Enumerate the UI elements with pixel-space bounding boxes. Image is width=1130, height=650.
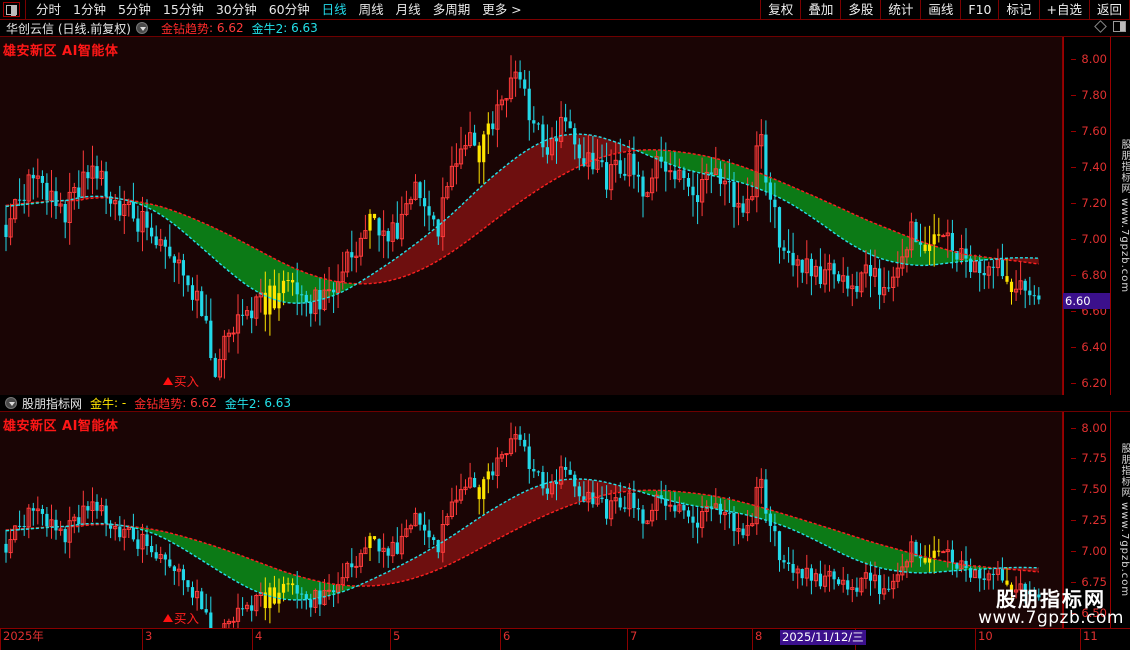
indicator-value-jinzuan: 6.62: [216, 21, 244, 35]
date-axis[interactable]: 2025年 3 4 5 6 7 8 9 10 11 2025/11/12/三: [0, 628, 1130, 650]
y-tick: 7.00: [1071, 544, 1107, 558]
indicator-chart-header: 股朋指标网 金牛: - 金钻趋势: 6.62 金牛2: 6.63: [0, 395, 1130, 412]
tab-1min[interactable]: 1分钟: [73, 1, 106, 17]
indicator-label-jinzuan-2: 金钻趋势: [134, 396, 183, 411]
indicator-value-jinniu2: 6.63: [291, 21, 318, 35]
y-tick: 7.60: [1071, 124, 1107, 138]
main-chart-header-icons: [1094, 20, 1126, 33]
x-tick: 10: [975, 629, 993, 650]
indicator-label-jinniu2: 金牛2: [251, 21, 284, 36]
chart-panel-main: 华创云信 (日线.前复权) 金钻趋势: 6.62 金牛2: 6.63 雄安新区 …: [0, 20, 1130, 395]
indicator-value-jinniu2-2: 6.63: [264, 396, 292, 410]
indicator-label-jinniu2-2: 金牛2: [224, 396, 257, 411]
y-tick: 6.50: [1071, 606, 1107, 620]
tab-more[interactable]: 更多 >: [482, 1, 522, 17]
banner-text-indicator: 雄安新区 AI智能体: [3, 419, 119, 434]
button-duogu[interactable]: 多股: [840, 0, 880, 20]
x-tick: 7: [627, 629, 637, 650]
x-tick: 6: [500, 629, 510, 650]
tab-monthly[interactable]: 月线: [395, 1, 421, 17]
button-f10[interactable]: F10: [960, 0, 998, 20]
tab-daily[interactable]: 日线: [321, 1, 347, 17]
banner-text-main: 雄安新区 AI智能体: [3, 44, 119, 59]
indicator-price-plot[interactable]: 雄安新区 AI智能体 买入: [0, 412, 1063, 628]
indicator-value-jinzuan-2: 6.62: [190, 396, 217, 410]
site-watermark: 股朋指标网 www.7gpzb.com: [978, 589, 1124, 628]
tab-15min[interactable]: 15分钟: [162, 1, 204, 17]
indicator-value-jinniu: -: [121, 396, 127, 410]
y-tick: 7.25: [1071, 513, 1107, 527]
y-tick: 8.00: [1071, 52, 1107, 66]
side-watermark-main: 股朋指标网 www.7gpzb.com: [1110, 37, 1130, 395]
page-title: 华创云信 (日线.前复权): [6, 21, 131, 36]
buy-signal-label-main: 买入: [174, 374, 200, 389]
y-tick: 6.20: [1071, 376, 1107, 390]
tab-5min[interactable]: 5分钟: [117, 1, 151, 17]
y-tick: 6.40: [1071, 340, 1107, 354]
y-tick: 6.80: [1071, 268, 1107, 282]
tab-30min[interactable]: 30分钟: [215, 1, 257, 17]
tab-multi-period[interactable]: 多周期: [432, 1, 471, 17]
x-tick: 11: [1080, 629, 1098, 650]
buy-signal-indicator: 买入: [163, 608, 199, 627]
chart-panel-indicator: 股朋指标网 金牛: - 金钻趋势: 6.62 金牛2: 6.63 雄安新区 AI…: [0, 395, 1130, 628]
diamond-icon[interactable]: [1094, 20, 1107, 33]
y-tick: 7.00: [1071, 232, 1107, 246]
tab-fenshi[interactable]: 分时: [36, 1, 62, 17]
button-diejia[interactable]: 叠加: [800, 0, 840, 20]
toolbar-right-buttons: 复权 叠加 多股 统计 画线 F10 标记 +自选 返回: [760, 0, 1130, 20]
watermark-title: 股朋指标网: [996, 587, 1107, 612]
candlestick-chart-main: [4, 55, 1041, 381]
triangle-up-icon: [163, 613, 173, 622]
chevron-down-circle-icon[interactable]: [136, 22, 148, 34]
x-tick: 4: [252, 629, 262, 650]
buy-signal-label-indicator: 买入: [174, 611, 200, 626]
main-chart-header: 华创云信 (日线.前复权) 金钻趋势: 6.62 金牛2: 6.63: [0, 20, 1130, 37]
main-price-plot[interactable]: 雄安新区 AI智能体 买入: [0, 37, 1063, 395]
top-toolbar: 分时 1分钟 5分钟 15分钟 30分钟 60分钟 日线 周线 月线 多周期 更…: [0, 0, 1130, 20]
price-axis-indicator[interactable]: 8.00 7.75 7.50 7.25 7.00 6.75 6.50: [1063, 412, 1110, 628]
candlestick-chart-indicator: [4, 422, 1041, 628]
button-biaoji[interactable]: 标记: [998, 0, 1038, 20]
split-panel-icon[interactable]: [1113, 21, 1126, 32]
y-tick: 7.75: [1071, 451, 1107, 465]
buy-signal-main: 买入: [163, 371, 199, 390]
toolbar-divider: [25, 0, 26, 20]
watermark-url: www.7gpzb.com: [978, 608, 1124, 629]
indicator-panel-title: 股朋指标网: [22, 396, 83, 411]
panel-toggle-icon[interactable]: [3, 2, 20, 17]
y-tick: 8.00: [1071, 421, 1107, 435]
indicator-label-jinniu: 金牛: [90, 396, 115, 411]
x-tick: 2025年: [0, 629, 44, 650]
x-tick: 8: [752, 629, 762, 650]
x-tick: 5: [390, 629, 400, 650]
button-tongji[interactable]: 统计: [880, 0, 920, 20]
button-return[interactable]: 返回: [1088, 0, 1130, 20]
tab-weekly[interactable]: 周线: [358, 1, 384, 17]
indicator-label-jinzuan: 金钻趋势: [161, 21, 210, 36]
button-huaxian[interactable]: 画线: [920, 0, 960, 20]
selected-date-badge: 2025/11/12/三: [780, 630, 866, 645]
triangle-up-icon: [163, 376, 173, 385]
tab-60min[interactable]: 60分钟: [268, 1, 310, 17]
y-tick: 6.75: [1071, 575, 1107, 589]
y-tick: 7.50: [1071, 482, 1107, 496]
y-tick: 7.80: [1071, 88, 1107, 102]
x-tick: 3: [142, 629, 152, 650]
side-watermark-indicator: 股朋指标网 www.7gpzb.com: [1110, 412, 1130, 628]
price-axis-main[interactable]: 8.00 7.80 7.60 7.40 7.20 7.00 6.80 6.60 …: [1063, 37, 1110, 395]
period-tabs: 分时 1分钟 5分钟 15分钟 30分钟 60分钟 日线 周线 月线 多周期 更…: [30, 1, 528, 19]
y-tick: 7.40: [1071, 160, 1107, 174]
last-price-badge: 6.60: [1063, 293, 1110, 309]
button-fuquan[interactable]: 复权: [760, 0, 800, 20]
chevron-down-circle-icon[interactable]: [5, 397, 17, 409]
button-add-zixuan[interactable]: +自选: [1038, 0, 1089, 20]
y-tick: 7.20: [1071, 196, 1107, 210]
